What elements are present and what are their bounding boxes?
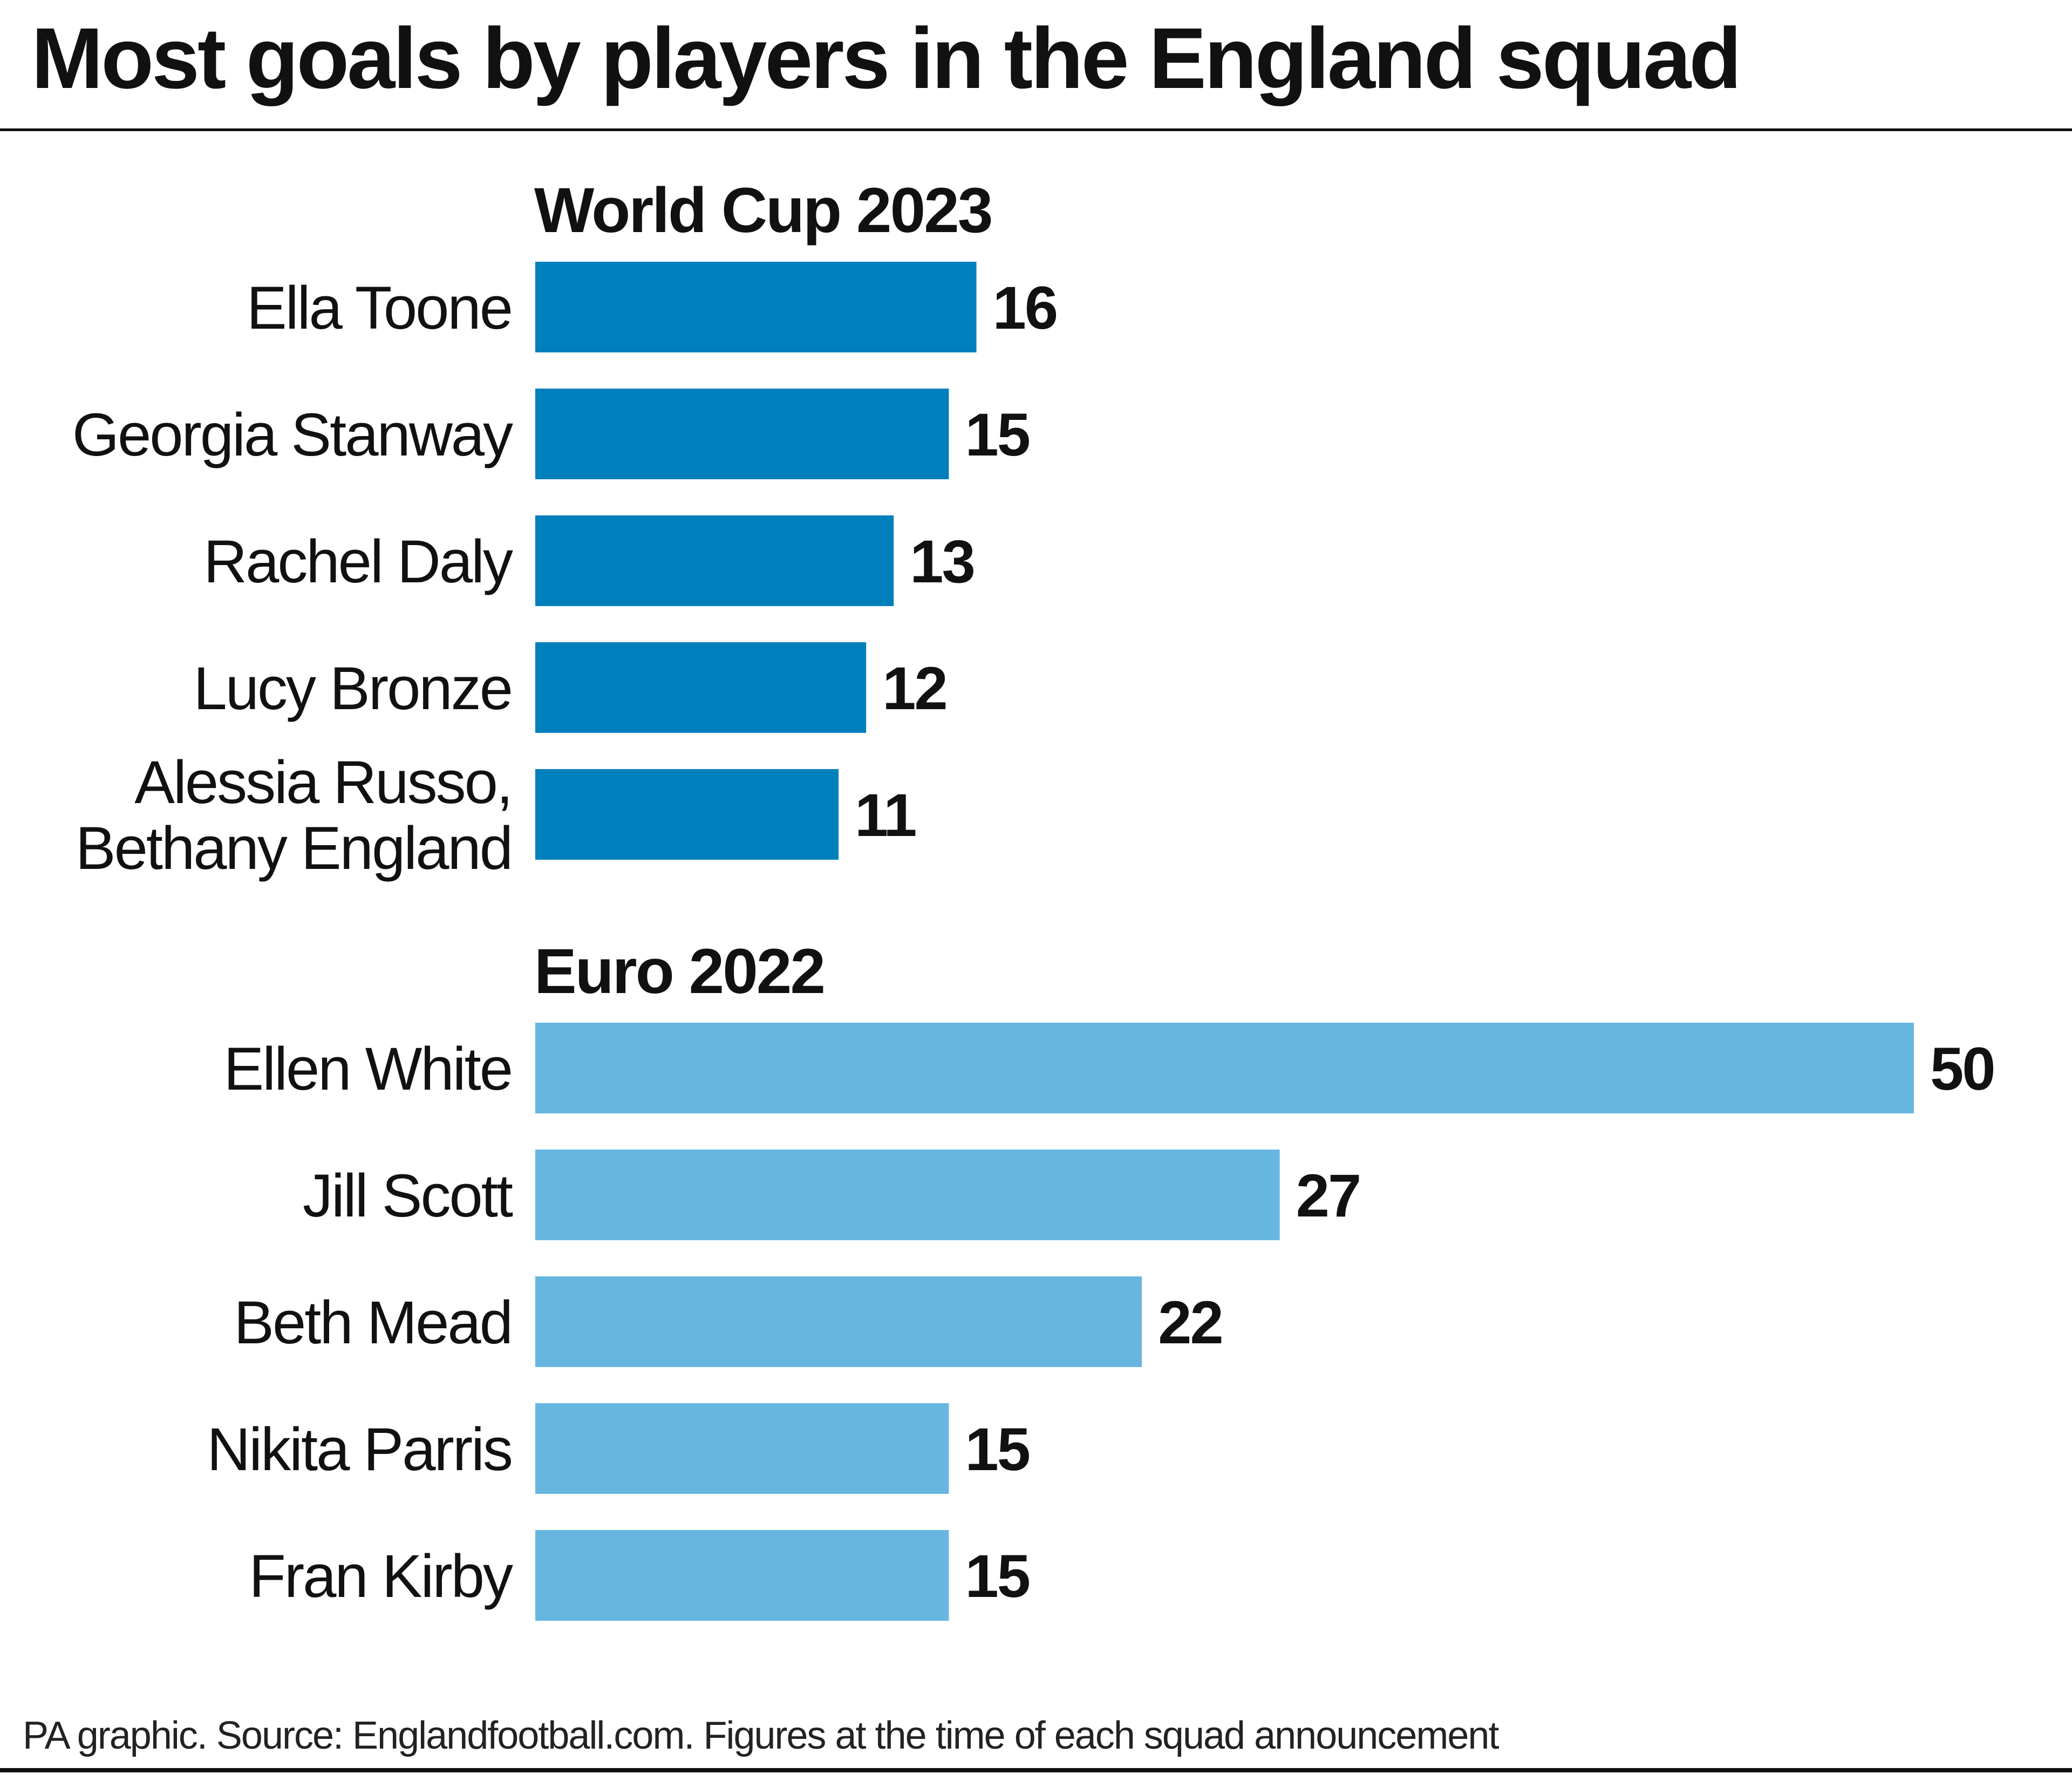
- bar-world-cup-2023: [535, 769, 839, 860]
- bar-euro-2022: [535, 1403, 949, 1494]
- bar-world-cup-2023: [535, 262, 977, 352]
- bar-euro-2022: [535, 1530, 949, 1621]
- category-label: Beth Mead: [234, 1289, 512, 1356]
- bottom-divider: [0, 1768, 2072, 1772]
- section-title-world-cup-2023: World Cup 2023: [534, 175, 992, 246]
- category-label: Ella Toone: [247, 274, 512, 342]
- bar-chart: World Cup 2023 Ella Toone 16 Georgia Stanwa…: [72, 175, 1996, 1621]
- bar-world-cup-2023: [535, 389, 949, 479]
- bar-world-cup-2023: [535, 515, 894, 606]
- category-label: Jill Scott: [303, 1162, 513, 1229]
- category-label: Lucy Bronze: [193, 655, 512, 722]
- bar-euro-2022: [535, 1276, 1142, 1367]
- value-label: 15: [965, 401, 1030, 468]
- value-label: 15: [965, 1542, 1030, 1610]
- category-label: Fran Kirby: [249, 1542, 513, 1610]
- value-label: 22: [1158, 1289, 1222, 1356]
- value-label: 27: [1296, 1162, 1360, 1229]
- category-label: Rachel Daly: [203, 528, 513, 595]
- category-label: Georgia Stanway: [72, 401, 513, 468]
- category-label: Alessia Russo,: [134, 749, 512, 816]
- value-label: 13: [910, 528, 974, 595]
- bar-world-cup-2023: [535, 642, 867, 733]
- bar-euro-2022: [535, 1023, 1914, 1113]
- value-label: 50: [1930, 1035, 1994, 1103]
- value-label: 15: [965, 1416, 1030, 1483]
- bar-euro-2022: [535, 1150, 1280, 1240]
- category-label: Bethany England: [76, 814, 512, 882]
- page-title: Most goals by players in the England squ…: [31, 10, 1742, 106]
- category-label: Nikita Parris: [207, 1416, 512, 1483]
- value-label: 16: [993, 274, 1057, 342]
- source-footer: PA graphic. Source: Englandfootball.com.…: [23, 1714, 1499, 1757]
- category-label: Ellen White: [224, 1035, 512, 1103]
- section-title-euro-2022: Euro 2022: [534, 936, 824, 1007]
- value-label: 12: [882, 655, 946, 722]
- title-divider: [0, 128, 2072, 131]
- value-label: 11: [855, 781, 916, 849]
